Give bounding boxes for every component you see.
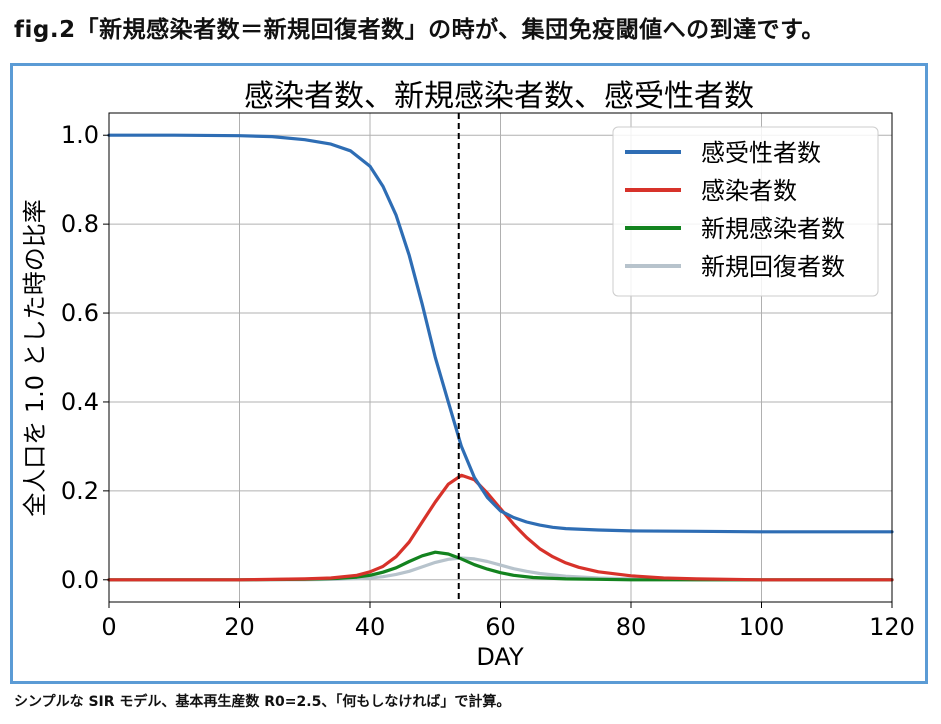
- x-tick-label: 0: [101, 613, 116, 641]
- series-line-0: [107, 133, 894, 534]
- x-tick-label: 80: [616, 613, 647, 641]
- y-tick-label: 1.0: [61, 121, 99, 149]
- series-line-2: [107, 550, 894, 582]
- y-tick-label: 0.4: [61, 388, 99, 416]
- footnote: シンプルな SIR モデル、基本再生産数 R0=2.5、「何もしなければ」で計算…: [14, 694, 511, 710]
- legend-label: 新規感染者数: [701, 215, 845, 243]
- y-axis-label: 全人口を 1.0 とした時の比率: [21, 199, 49, 516]
- x-tick-label: 100: [739, 613, 785, 641]
- figure-caption: fig.2「新規感染者数＝新規回復者数」の時が、集団免疫閾値への到達です。: [14, 17, 825, 43]
- y-tick-label: 0.8: [61, 210, 99, 238]
- chart-title: 感染者数、新規感染者数、感受性者数: [244, 79, 754, 114]
- x-tick-label: 20: [224, 613, 255, 641]
- ticks-layer: 0 20 40 60 80 100 120 0.0 0.2 0.4 0.6 0.8 1.0: [61, 121, 915, 641]
- x-tick-label: 40: [355, 613, 386, 641]
- y-tick-label: 0.0: [61, 566, 99, 594]
- x-tick-label: 60: [485, 613, 516, 641]
- legend-label: 感受性者数: [701, 139, 821, 167]
- x-axis-label: DAY: [476, 643, 524, 671]
- series-line-1: [107, 473, 894, 582]
- y-tick-label: 0.2: [61, 477, 99, 505]
- legend-label: 感染者数: [701, 177, 797, 205]
- y-tick-label: 0.6: [61, 299, 99, 327]
- x-tick-label: 120: [869, 613, 915, 641]
- legend-label: 新規回復者数: [701, 253, 845, 281]
- legend-box: [612, 126, 879, 297]
- series-layer: [107, 113, 894, 602]
